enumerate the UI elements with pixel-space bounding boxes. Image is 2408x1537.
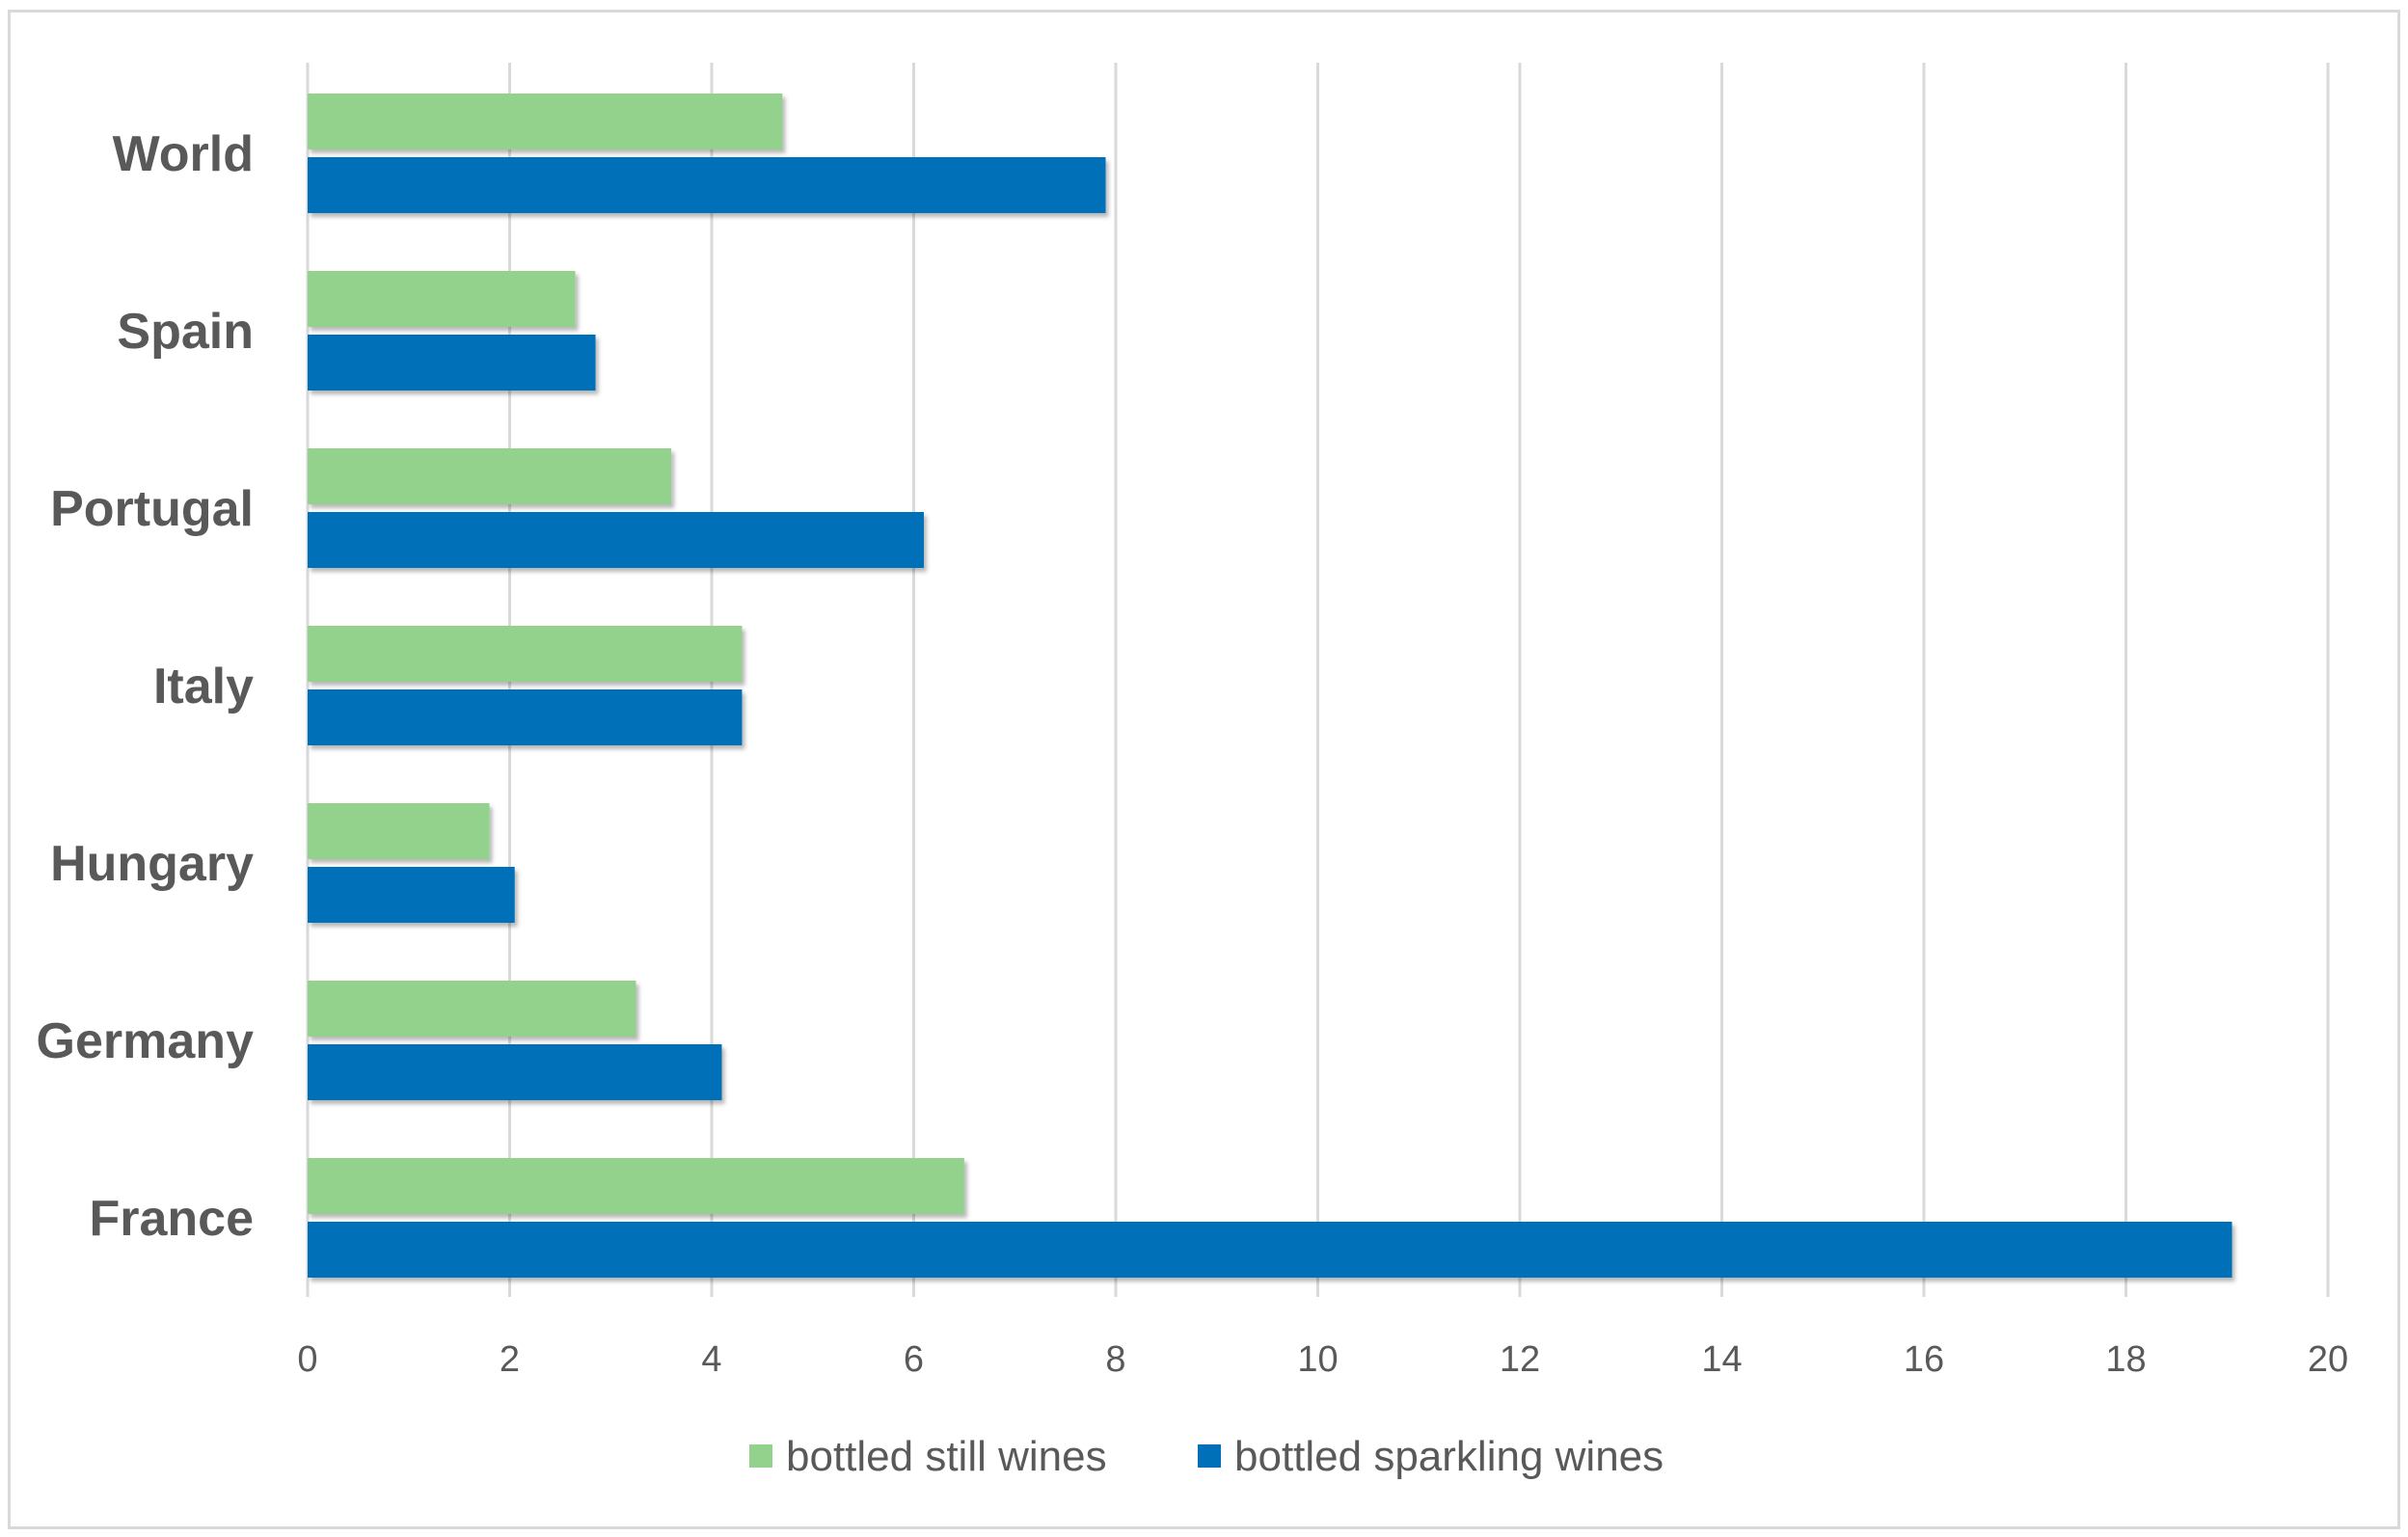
legend-label-still: bottled still wines <box>786 1433 1107 1480</box>
category-label-france: France <box>89 1191 254 1247</box>
x-tick-label-6: 6 <box>904 1339 924 1380</box>
bar-sparkling-hungary <box>308 867 515 923</box>
bar-sparkling-portugal <box>308 512 924 568</box>
category-label-world: World <box>113 126 254 182</box>
x-tick-label-14: 14 <box>1701 1339 1742 1380</box>
bar-still-italy <box>308 626 743 682</box>
legend-swatch-still <box>749 1444 772 1468</box>
x-tick-label-12: 12 <box>1500 1339 1540 1380</box>
category-label-italy: Italy <box>153 659 254 715</box>
x-axis-tick-labels: 0 2 4 6 8 10 12 14 16 18 20 <box>297 1339 2348 1380</box>
bar-still-spain <box>308 271 576 327</box>
bar-still-germany <box>308 981 636 1037</box>
bar-still-france <box>308 1158 964 1214</box>
legend-label-sparkling: bottled sparkling wines <box>1234 1433 1664 1480</box>
x-tick-label-20: 20 <box>2308 1339 2348 1380</box>
bar-sparkling-france <box>308 1222 2232 1278</box>
x-tick-label-18: 18 <box>2105 1339 2146 1380</box>
legend: bottled still wines bottled sparkling win… <box>749 1433 1664 1480</box>
x-tick-label-0: 0 <box>297 1339 317 1380</box>
x-tick-label-2: 2 <box>500 1339 520 1380</box>
bars <box>308 94 2232 1278</box>
x-tick-label-10: 10 <box>1297 1339 1338 1380</box>
bar-sparkling-spain <box>308 335 596 391</box>
x-tick-label-8: 8 <box>1105 1339 1125 1380</box>
x-tick-label-4: 4 <box>701 1339 721 1380</box>
category-labels: France Germany Hungary Italy Portugal Spain Wo… <box>37 126 255 1247</box>
bar-still-hungary <box>308 803 490 859</box>
category-label-portugal: Portugal <box>50 481 254 537</box>
legend-swatch-sparkling <box>1198 1444 1221 1468</box>
bar-sparkling-world <box>308 157 1106 213</box>
category-label-spain: Spain <box>117 304 254 360</box>
x-tick-label-16: 16 <box>1904 1339 1944 1380</box>
bar-still-portugal <box>308 448 672 504</box>
bar-still-world <box>308 94 783 149</box>
category-label-hungary: Hungary <box>50 836 254 892</box>
category-label-germany: Germany <box>37 1013 255 1069</box>
bar-sparkling-germany <box>308 1044 722 1100</box>
bar-sparkling-italy <box>308 689 743 745</box>
